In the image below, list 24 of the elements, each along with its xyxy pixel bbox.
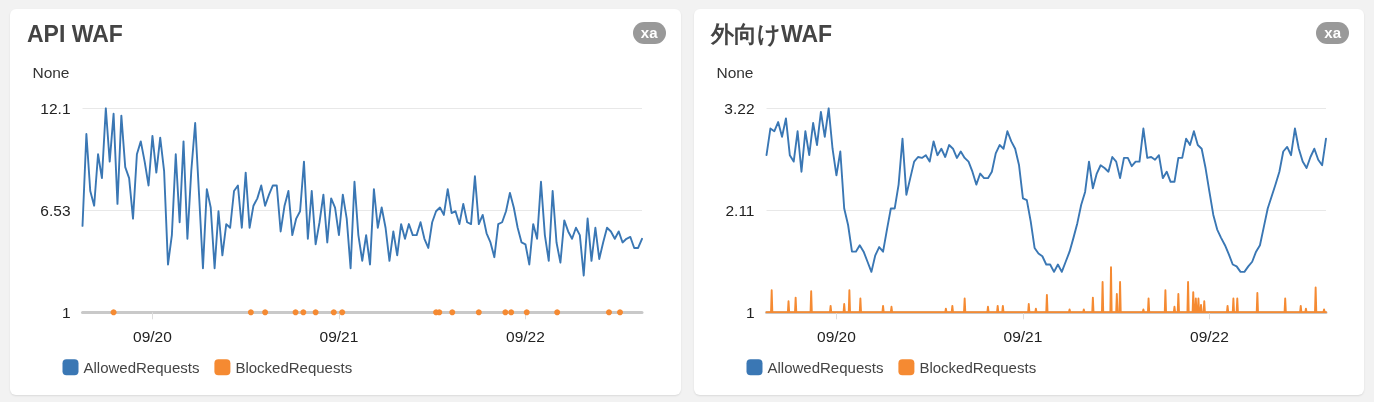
- text: xa: [632, 22, 666, 44]
- text: xa: [1316, 22, 1349, 44]
- y-axis-title: None: [32, 63, 70, 81]
- line-series: [81, 107, 643, 277]
- x-tick-label: 09/20: [816, 327, 856, 345]
- legend-label: BlockedRequests: [235, 358, 353, 376]
- y-tick-label: 3.22: [723, 99, 754, 117]
- y-tick-label: 1: [61, 303, 71, 321]
- y-tick-label: 2.11: [724, 201, 754, 219]
- x-tick-label: 09/22: [1189, 327, 1229, 345]
- legend-label: AllowedRequests: [767, 358, 883, 376]
- y-tick-label: 12.1: [40, 99, 71, 117]
- x-tick-label: 09/22: [506, 327, 545, 345]
- legend-label: BlockedRequests: [918, 358, 1036, 376]
- y-axis-title: None: [715, 63, 753, 81]
- line-series: [765, 107, 1327, 273]
- x-tick-label: 09/21: [1003, 327, 1042, 345]
- legend-label: AllowedRequests: [83, 358, 200, 376]
- x-tick-label: 09/20: [133, 327, 173, 345]
- y-tick-label: 6.53: [40, 202, 71, 220]
- chart-title: API WAF: [27, 20, 123, 47]
- x-tick-label: 09/21: [319, 327, 359, 345]
- chart-title: 外向けWAF: [709, 20, 832, 47]
- y-tick-label: 1: [745, 303, 754, 321]
